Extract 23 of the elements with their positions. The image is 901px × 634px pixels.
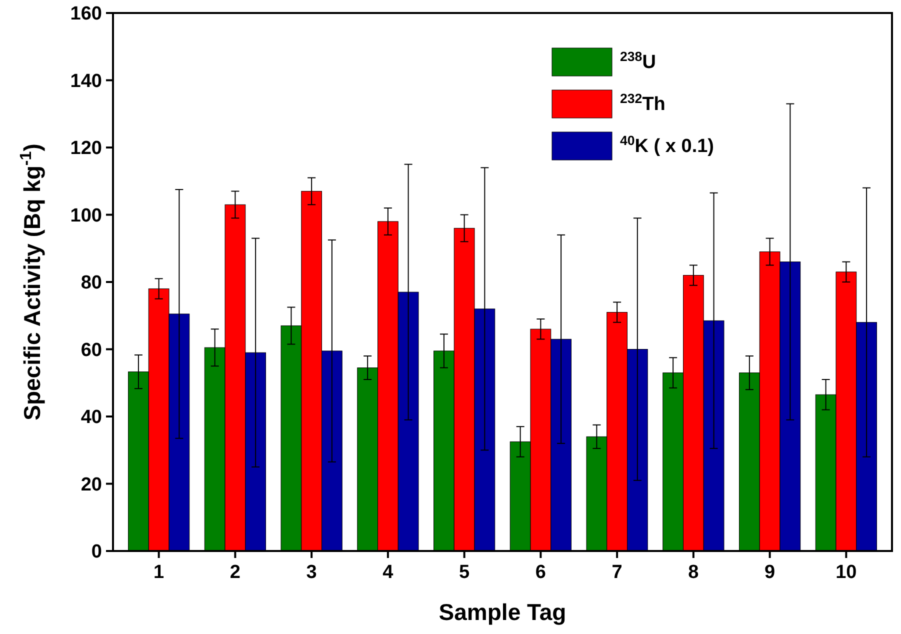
y-tick-label: 140 <box>70 70 102 92</box>
y-tick-label: 160 <box>70 4 102 25</box>
x-tick-label: 7 <box>612 562 622 583</box>
x-axis-title: Sample Tag <box>438 599 566 625</box>
x-tick-label: 2 <box>230 562 240 583</box>
x-tick-label: 9 <box>764 562 776 583</box>
legend-label: $^{238}$U <box>620 48 656 73</box>
x-tick-label: 8 <box>688 562 699 583</box>
x-tick-label: 5 <box>459 562 470 583</box>
y-tick-label: 0 <box>91 542 102 563</box>
y-tick-label: 120 <box>70 138 102 160</box>
x-tick-label: 4 <box>382 562 394 583</box>
y-tick-label: 100 <box>70 205 102 226</box>
y-tick-label: 20 <box>80 474 102 496</box>
x-tick-label: 10 <box>836 562 857 583</box>
x-tick-label: 6 <box>535 562 546 583</box>
y-tick-label: 60 <box>80 340 102 361</box>
y-tick-label: 80 <box>80 272 102 294</box>
x-tick-label: 3 <box>306 562 317 583</box>
legend-label: $^{40}$K ( x 0.1) <box>620 132 714 157</box>
y-tick-label: 40 <box>80 407 102 428</box>
x-tick-label: 1 <box>154 562 165 583</box>
legend-label: $^{232}$Th <box>620 90 666 115</box>
